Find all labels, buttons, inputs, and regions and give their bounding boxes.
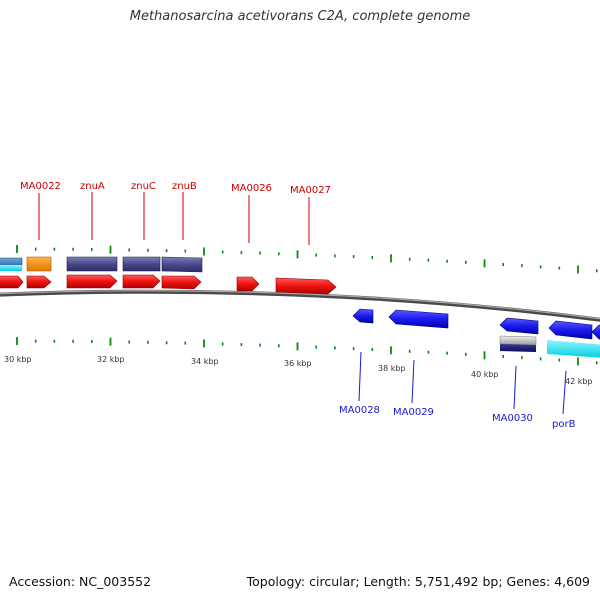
forward-genes [0, 274, 337, 295]
cog-box-MA0030-navy [500, 344, 536, 352]
gene-arrow-MA0028[interactable] [352, 308, 374, 324]
scale-label-38kbp: 38 kbp [378, 364, 406, 373]
reverse-genes [352, 308, 600, 340]
map-title: Methanosarcina acetivorans C2A, complete… [129, 9, 471, 24]
gene-label-MA0029[interactable]: MA0029 [393, 407, 434, 418]
gene-arrow-MA0027[interactable] [275, 277, 337, 295]
cog-box-MA0030-silver [499, 335, 537, 346]
scale-label-40kbp: 40 kbp [471, 370, 499, 379]
scale-label-32kbp: 32 kbp [97, 355, 125, 364]
genome-summary-text: Topology: circular; Length: 5,751,492 bp… [246, 574, 590, 589]
gene-label-porB[interactable]: porB [552, 419, 576, 430]
genome-backbone [0, 289, 600, 322]
cog-track-reverse [499, 335, 600, 358]
scale-label-34kbp: 34 kbp [191, 357, 219, 366]
gene-label-MA0026[interactable]: MA0026 [231, 183, 272, 194]
gene-label-MA0022[interactable]: MA0022 [20, 181, 61, 192]
reverse-tick-row [16, 337, 598, 366]
cog-box-orange [26, 256, 52, 272]
cog-track-forward [0, 256, 203, 273]
scale-label-30kbp: 30 kbp [4, 355, 32, 364]
gene-arrow-porB[interactable] [548, 320, 593, 340]
cog-box-steel [0, 257, 23, 267]
gene-arrow-znuA[interactable] [66, 274, 118, 289]
gene-label-znuC[interactable]: znuC [131, 181, 156, 192]
gene-arrow-znuC[interactable] [122, 274, 161, 289]
gene-label-znuA[interactable]: znuA [80, 181, 105, 192]
gene-arrow-MA0030[interactable] [499, 317, 539, 335]
gene-label-MA0028[interactable]: MA0028 [339, 405, 380, 416]
gene-arrow-znuB[interactable] [161, 275, 202, 290]
cog-box-znuB [161, 256, 203, 273]
gene-arrow-right-partial[interactable] [591, 324, 600, 340]
cog-box-cyan [0, 265, 22, 271]
gene-arrow-MA0022[interactable] [26, 275, 52, 289]
accession-text: Accession: NC_003552 [9, 574, 152, 589]
gene-label-MA0030[interactable]: MA0030 [492, 413, 533, 424]
gene-label-MA0027[interactable]: MA0027 [290, 185, 331, 196]
gene-arrow-left-partial[interactable] [0, 275, 24, 289]
gene-arrow-MA0029[interactable] [388, 309, 449, 329]
forward-tick-row [16, 245, 598, 274]
gene-arrow-MA0026[interactable] [236, 276, 260, 292]
scale-label-36kbp: 36 kbp [284, 359, 312, 368]
cog-box-znuC [122, 256, 161, 272]
cog-box-porB-cyan [547, 340, 600, 358]
gene-label-znuB[interactable]: znuB [172, 181, 197, 192]
forward-leaders [38, 192, 310, 245]
scale-label-42kbp: 42 kbp [565, 377, 593, 386]
reverse-leaders [358, 351, 567, 415]
cog-box-znuA [66, 256, 118, 272]
